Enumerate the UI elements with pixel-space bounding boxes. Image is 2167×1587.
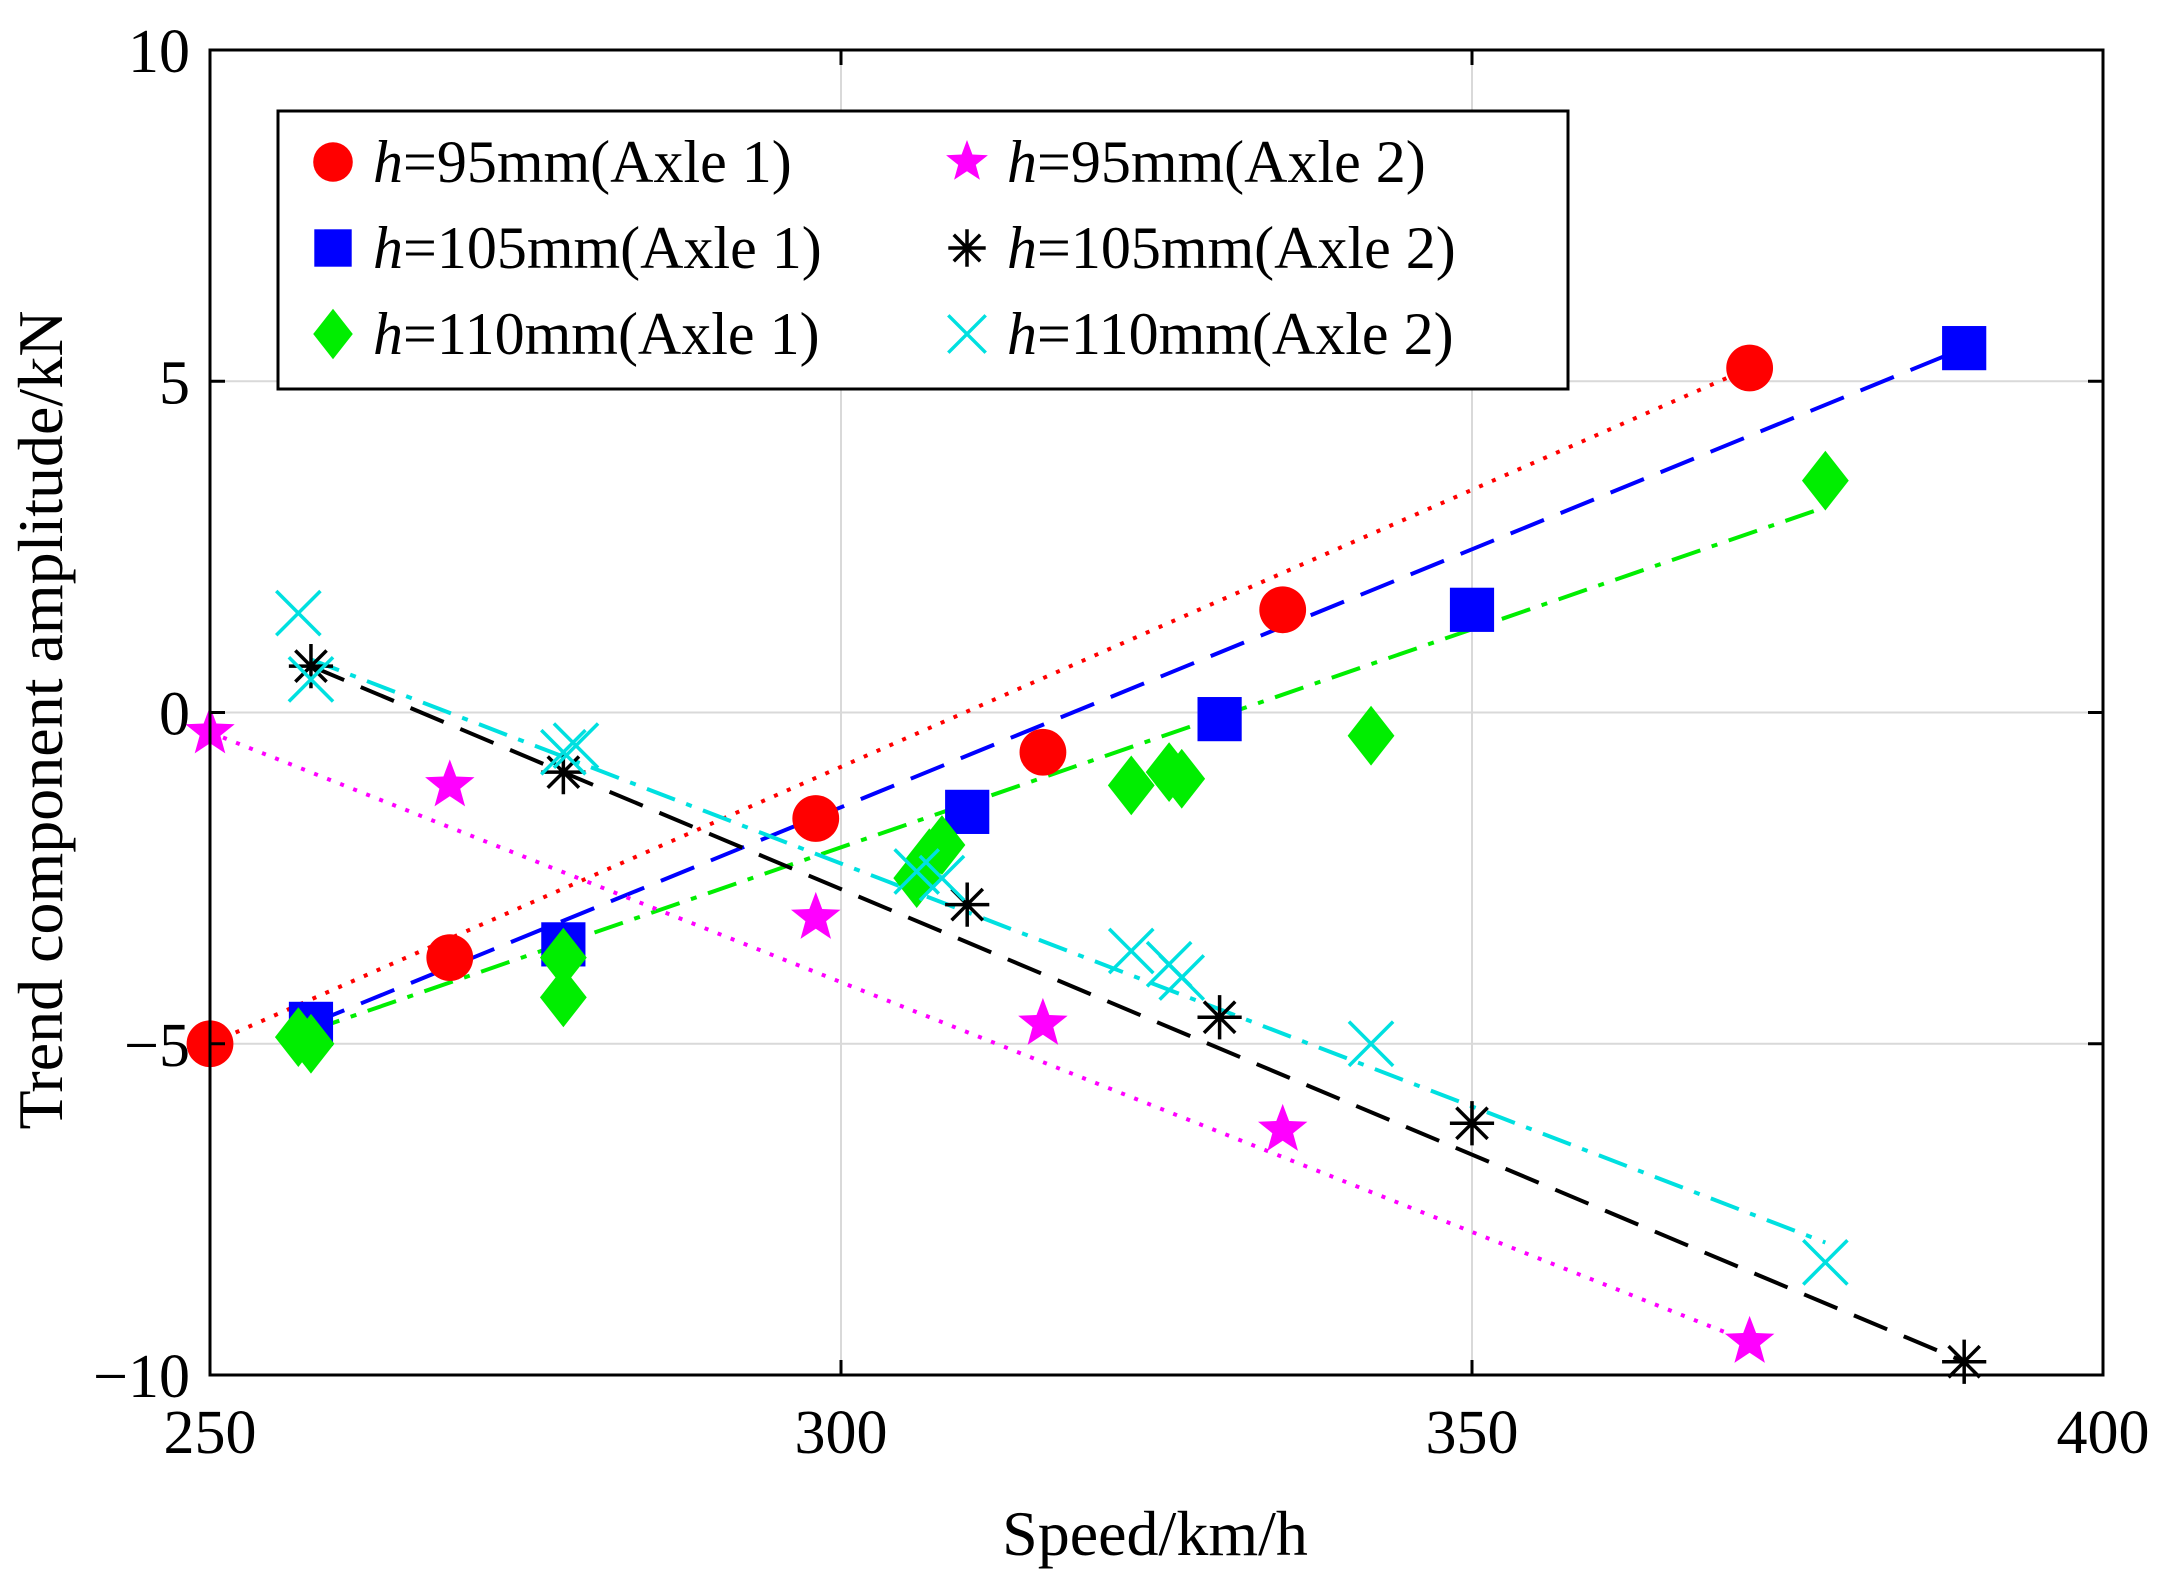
y-tick-label: −5	[124, 1012, 190, 1080]
legend-label-series-1: h=95mm(Axle 1)	[373, 129, 792, 195]
data-point-series-6	[540, 728, 587, 776]
legend-label-series-2: h=105mm(Axle 1)	[373, 215, 822, 281]
legend-text: =110mm(Axle 2)	[1037, 301, 1454, 367]
data-point-series-1	[1259, 586, 1307, 634]
data-point-series-3	[1347, 705, 1395, 766]
data-point-series-6	[275, 589, 322, 637]
x-axis-label: Speed/km/h	[1002, 1498, 1308, 1569]
axis-ticks	[208, 48, 2105, 1377]
data-point-series-5	[541, 750, 586, 795]
data-point-series-3	[1801, 450, 1849, 511]
legend-label-series-5: h=105mm(Axle 2)	[1007, 215, 1456, 281]
legend-text: =105mm(Axle 2)	[1037, 215, 1456, 281]
legend-text: =105mm(Axle 1)	[403, 215, 822, 281]
data-point-series-1	[792, 795, 840, 842]
data-point-series-4	[1724, 1315, 1775, 1363]
fit-line-series-1	[209, 366, 1751, 1046]
data-point-series-2	[1449, 587, 1495, 632]
legend-marker-series-6	[947, 314, 987, 354]
data-point-series-1	[426, 934, 474, 982]
data-point-series-4	[425, 759, 475, 807]
legend-text: =95mm(Axle 2)	[1037, 129, 1426, 195]
fit-line-series-4	[209, 730, 1751, 1344]
data-point-series-1	[1726, 344, 1774, 392]
data-point-series-5	[1942, 1339, 1987, 1384]
legend-marker-series-5	[948, 229, 986, 267]
x-tick-label: 400	[2057, 1399, 2150, 1467]
data-point-series-5	[1449, 1101, 1495, 1146]
data-point-series-6	[552, 722, 600, 769]
fit-line-series-5	[310, 664, 1965, 1364]
y-axis-label: Trend component amplitude/kN	[5, 311, 76, 1130]
data-point-series-6	[918, 854, 966, 902]
data-point-series-3	[287, 1013, 335, 1074]
legend-variable: h	[1007, 301, 1037, 367]
data-markers	[185, 326, 1987, 1384]
y-tick-labels: 10 5 0 −5 −10	[93, 18, 190, 1411]
legend-box	[276, 109, 1570, 391]
data-point-series-2	[1197, 697, 1242, 742]
data-point-series-5	[945, 882, 990, 927]
data-point-series-3	[539, 967, 587, 1028]
data-point-series-6	[1347, 1020, 1395, 1068]
x-tick-label: 300	[795, 1399, 888, 1467]
legend-marker-series-4	[946, 140, 988, 180]
data-point-series-1	[1019, 728, 1067, 776]
data-point-series-2	[945, 789, 990, 834]
legend-label-series-3: h=110mm(Axle 1)	[373, 301, 820, 367]
data-point-series-6	[1107, 927, 1155, 975]
legend-variable: h	[373, 301, 403, 367]
legend-variable: h	[1007, 215, 1037, 281]
data-point-series-4	[1258, 1103, 1308, 1151]
data-point-series-5	[1197, 995, 1242, 1040]
data-point-series-3	[1158, 748, 1206, 809]
data-point-series-4	[1018, 997, 1068, 1045]
legend-marker-series-2	[314, 229, 352, 267]
legend-text: =110mm(Axle 1)	[403, 301, 820, 367]
data-point-series-6	[1802, 1239, 1849, 1286]
data-point-series-5	[288, 644, 334, 689]
legend-label-series-4: h=95mm(Axle 2)	[1007, 129, 1426, 195]
x-tick-label: 250	[164, 1399, 257, 1467]
legend-marker-series-1	[313, 142, 353, 182]
y-tick-label: 5	[159, 349, 190, 417]
data-point-series-6	[287, 656, 335, 703]
y-tick-label: −10	[93, 1343, 190, 1411]
data-point-series-4	[791, 891, 841, 939]
fit-line-series-2	[310, 346, 1965, 1026]
data-point-series-3	[1107, 755, 1155, 816]
legend-label-series-6: h=110mm(Axle 2)	[1007, 301, 1454, 367]
y-tick-label: 10	[128, 18, 190, 86]
legend-text: =95mm(Axle 1)	[403, 129, 792, 195]
legend-variable: h	[373, 215, 403, 281]
legend-marker-series-3	[313, 308, 353, 360]
x-tick-label: 350	[1426, 1399, 1519, 1467]
y-tick-label: 0	[159, 681, 190, 749]
data-point-series-3	[539, 927, 587, 988]
data-point-series-2	[1942, 326, 1987, 371]
data-point-series-6	[1158, 954, 1206, 1001]
legend: h=95mm(Axle 1)h=105mm(Axle 1)h=110mm(Axl…	[276, 109, 1570, 391]
legend-variable: h	[373, 129, 403, 195]
x-tick-labels: 250 300 350 400	[164, 1399, 2150, 1467]
legend-variable: h	[1007, 129, 1037, 195]
